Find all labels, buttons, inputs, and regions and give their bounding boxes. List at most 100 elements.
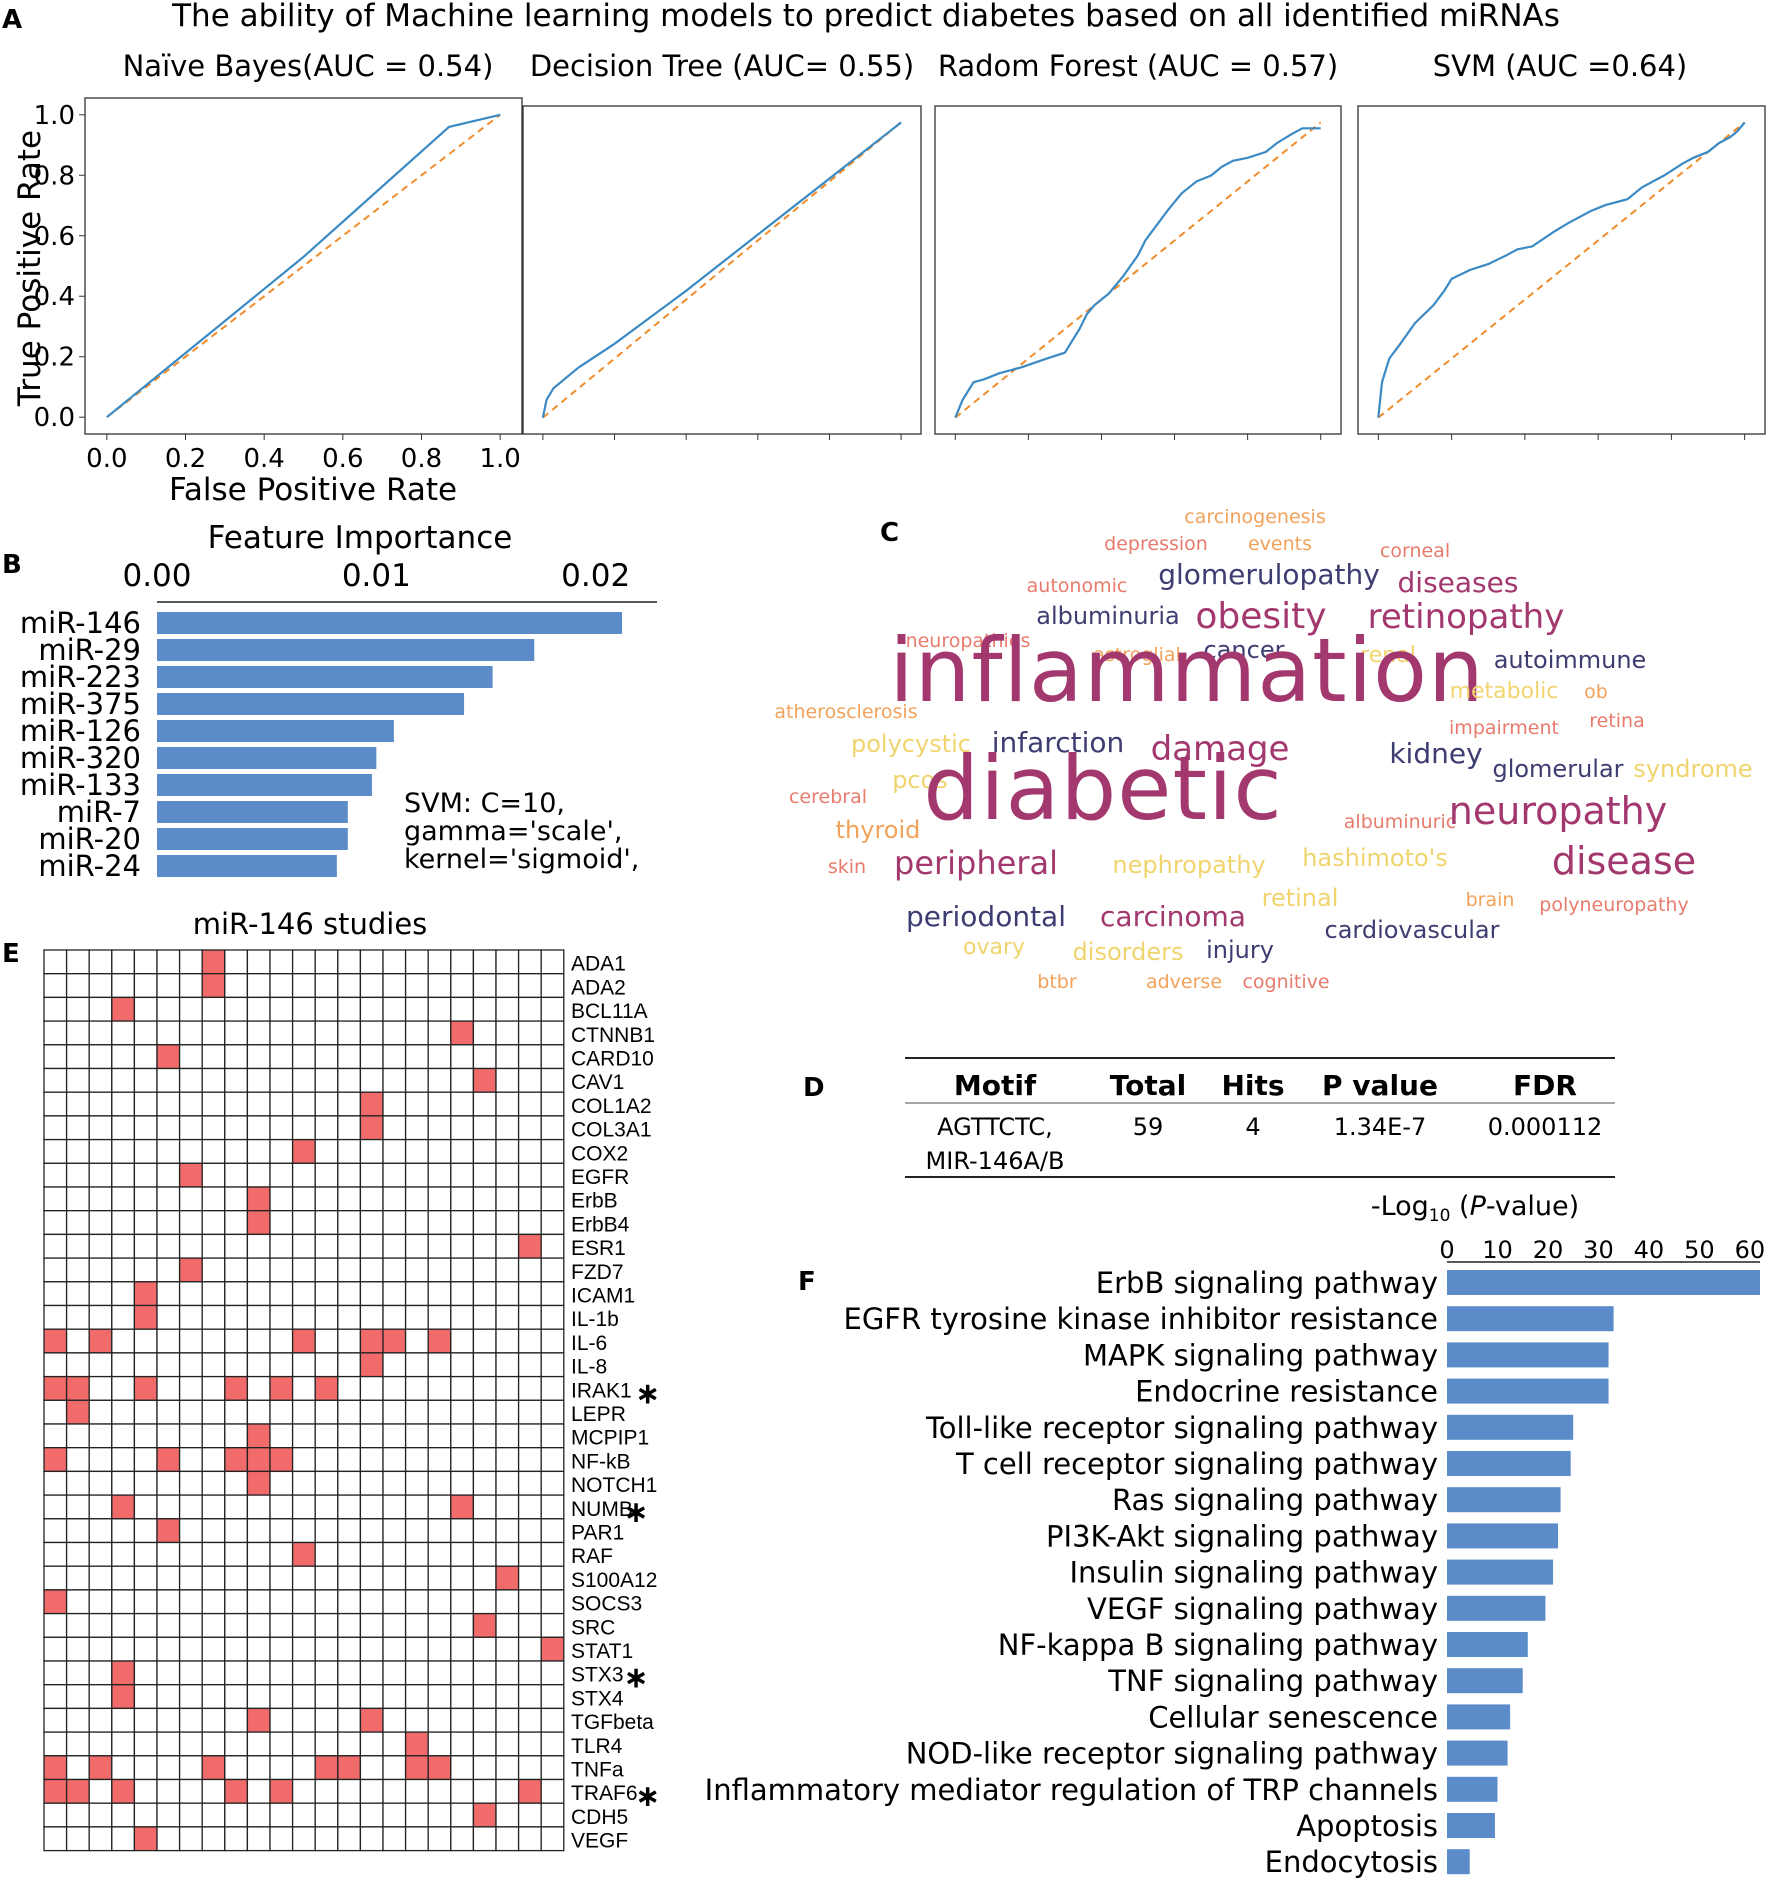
heatmap-cell: [314, 1328, 339, 1354]
heatmap-cell: [314, 1304, 339, 1330]
heatmap-cell: [427, 1470, 452, 1496]
heatmap-cell: [314, 1707, 339, 1733]
heatmap-cell: [291, 1399, 316, 1425]
heatmap-cell: [495, 1399, 520, 1425]
heatmap-row-label: IRAK1: [571, 1379, 632, 1402]
heatmap-cell: [472, 1447, 497, 1473]
heatmap-cell: [65, 1281, 90, 1307]
wordcloud-word: carcinoma: [1100, 900, 1246, 933]
heatmap-cell: [65, 1447, 90, 1473]
pathway-bar-0: [1447, 1270, 1760, 1295]
heatmap-row-label: MCPIP1: [571, 1427, 649, 1450]
table-header-total: Total: [1110, 1069, 1187, 1102]
heatmap-cell: [65, 1612, 90, 1638]
heatmap-cell: [495, 1162, 520, 1188]
wordcloud-word: metabolic: [1450, 679, 1559, 704]
heatmap-cell: [156, 1802, 181, 1828]
heatmap-cell: [427, 1044, 452, 1070]
heatmap-cell: [156, 949, 181, 975]
heatmap-cell: [224, 1020, 249, 1046]
heatmap-cell: [269, 1518, 294, 1544]
heatmap-cell: [359, 1612, 384, 1638]
heatmap-cell: [404, 1044, 429, 1070]
roc-y-axis-label: True Positive Rate: [12, 130, 48, 407]
fi-bar-1: [157, 639, 535, 661]
pathway-category-label-2: MAPK signaling pathway: [1083, 1338, 1438, 1372]
heatmap-cell: [201, 1470, 226, 1496]
heatmap-cell: [43, 1660, 68, 1686]
heatmap-cell: [517, 1044, 542, 1070]
heatmap-cell: [246, 1186, 271, 1212]
heatmap-cell: [269, 1684, 294, 1710]
heatmap-cell: [337, 1423, 362, 1449]
heatmap-cell: [517, 1660, 542, 1686]
heatmap-cell: [224, 1684, 249, 1710]
heatmap-cell: [111, 1115, 136, 1141]
heatmap-cell: [111, 1210, 136, 1236]
heatmap-cell: [88, 1115, 113, 1141]
heatmap-cell: [495, 1375, 520, 1401]
heatmap-cell: [65, 1423, 90, 1449]
heatmap-cell: [111, 1612, 136, 1638]
heatmap-cell: [269, 1115, 294, 1141]
heatmap-cell: [133, 1352, 158, 1378]
heatmap-cell: [495, 1731, 520, 1757]
heatmap-cell: [133, 973, 158, 999]
heatmap-cell: [246, 1612, 271, 1638]
heatmap-cell: [178, 1352, 203, 1378]
pathway-category-label-6: Ras signaling pathway: [1112, 1483, 1438, 1517]
heatmap-cell: [472, 1115, 497, 1141]
heatmap-cell: [111, 1494, 136, 1520]
heatmap-cell: [450, 1091, 475, 1117]
heatmap-cell: [517, 1115, 542, 1141]
heatmap-cell: [517, 949, 542, 975]
heatmap-cell: [314, 1138, 339, 1164]
heatmap-cell: [337, 1233, 362, 1259]
heatmap-cell: [224, 1281, 249, 1307]
heatmap-cell: [517, 1162, 542, 1188]
wordcloud-word: events: [1248, 533, 1312, 555]
heatmap-cell: [201, 1707, 226, 1733]
heatmap-cell: [88, 973, 113, 999]
heatmap-cell: [472, 1210, 497, 1236]
heatmap-cell: [450, 1684, 475, 1710]
heatmap-cell: [111, 949, 136, 975]
heatmap-cell: [178, 1660, 203, 1686]
heatmap-row-label: TGFbeta: [571, 1711, 654, 1734]
heatmap-cell: [178, 1565, 203, 1591]
heatmap-cell: [178, 1778, 203, 1804]
heatmap-cell: [517, 1494, 542, 1520]
heatmap-cell: [404, 1233, 429, 1259]
heatmap-cell: [291, 1826, 316, 1852]
heatmap-cell: [450, 1541, 475, 1567]
heatmap-cell: [43, 1375, 68, 1401]
heatmap-cell: [404, 1304, 429, 1330]
heatmap-cell: [65, 1826, 90, 1852]
heatmap-cell: [404, 1091, 429, 1117]
pathway-category-label-7: PI3K-Akt signaling pathway: [1046, 1519, 1438, 1553]
heatmap-cell: [224, 1304, 249, 1330]
heatmap-cell: [88, 1447, 113, 1473]
heatmap-cell: [224, 996, 249, 1022]
heatmap-cell: [540, 1518, 565, 1544]
heatmap-cell: [178, 1399, 203, 1425]
heatmap-cell: [404, 949, 429, 975]
heatmap-cell: [156, 1020, 181, 1046]
fi-category-label-0: miR-146: [20, 606, 141, 640]
heatmap-cell: [337, 1447, 362, 1473]
heatmap-cell: [201, 1589, 226, 1615]
heatmap-cell: [540, 1328, 565, 1354]
heatmap-row-label: IL-8: [571, 1356, 607, 1379]
heatmap-cell: [133, 1447, 158, 1473]
heatmap-cell: [450, 1138, 475, 1164]
heatmap-cell: [382, 1778, 407, 1804]
heatmap-cell: [427, 1684, 452, 1710]
heatmap-cell: [133, 1162, 158, 1188]
wordcloud-word: neuropathies: [906, 630, 1031, 652]
heatmap-cell: [246, 1162, 271, 1188]
heatmap-cell: [178, 1684, 203, 1710]
heatmap-cell: [314, 1091, 339, 1117]
heatmap-cell: [88, 1755, 113, 1781]
heatmap-star-marker: ∗: [635, 1779, 660, 1814]
heatmap-cell: [450, 1186, 475, 1212]
